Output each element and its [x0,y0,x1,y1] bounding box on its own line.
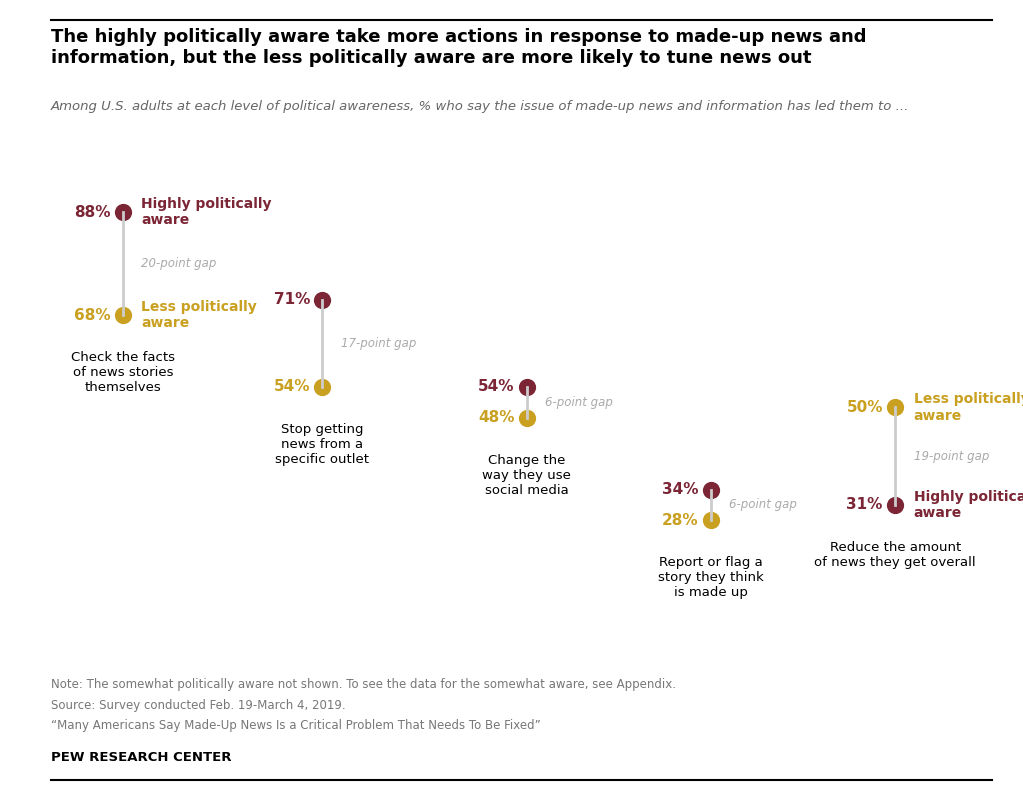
Point [703,514,719,527]
Text: Highly politically
aware: Highly politically aware [914,490,1023,520]
Point [115,309,131,322]
Text: 88%: 88% [74,205,110,220]
Point [703,483,719,496]
Text: Stop getting
news from a
specific outlet: Stop getting news from a specific outlet [275,423,369,466]
Text: Change the
way they use
social media: Change the way they use social media [483,454,571,496]
Text: PEW RESEARCH CENTER: PEW RESEARCH CENTER [51,751,231,764]
Point [115,206,131,219]
Text: 20-point gap: 20-point gap [141,257,217,270]
Text: Among U.S. adults at each level of political awareness, % who say the issue of m: Among U.S. adults at each level of polit… [51,100,909,113]
Point [887,401,903,414]
Text: 17-point gap: 17-point gap [341,337,416,350]
Text: 6-point gap: 6-point gap [729,498,797,512]
Point [314,380,330,393]
Text: Check the facts
of news stories
themselves: Check the facts of news stories themselv… [71,351,175,394]
Text: 48%: 48% [478,410,515,425]
Point [887,499,903,512]
Text: 34%: 34% [662,482,699,497]
Text: 6-point gap: 6-point gap [545,395,613,409]
Text: Highly politically
aware: Highly politically aware [141,197,272,228]
Text: 31%: 31% [846,497,883,512]
Text: 71%: 71% [273,292,310,307]
Text: 19-point gap: 19-point gap [914,450,989,463]
Text: “Many Americans Say Made-Up News Is a Critical Problem That Needs To Be Fixed”: “Many Americans Say Made-Up News Is a Cr… [51,719,541,732]
Text: Reduce the amount
of news they get overall: Reduce the amount of news they get overa… [814,541,976,569]
Text: 28%: 28% [662,512,699,528]
Text: Note: The somewhat politically aware not shown. To see the data for the somewhat: Note: The somewhat politically aware not… [51,678,676,691]
Text: Less politically
aware: Less politically aware [914,392,1023,423]
Text: Source: Survey conducted Feb. 19-March 4, 2019.: Source: Survey conducted Feb. 19-March 4… [51,699,346,712]
Point [314,294,330,306]
Text: 68%: 68% [74,307,110,322]
Text: 54%: 54% [478,379,515,395]
Point [519,411,535,424]
Point [519,380,535,393]
Text: Report or flag a
story they think
is made up: Report or flag a story they think is mad… [658,557,764,599]
Text: 50%: 50% [846,400,883,415]
Text: Less politically
aware: Less politically aware [141,300,257,330]
Text: 54%: 54% [273,379,310,395]
Text: The highly politically aware take more actions in response to made-up news and
i: The highly politically aware take more a… [51,28,866,67]
